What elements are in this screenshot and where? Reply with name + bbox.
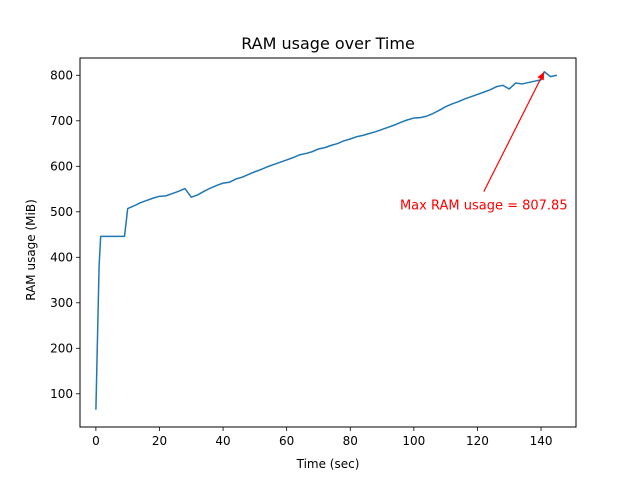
y-tick-label: 200 xyxy=(50,341,73,355)
y-tick-label: 300 xyxy=(50,296,73,310)
annotation-label: Max RAM usage = 807.85 xyxy=(400,199,568,214)
x-axis: 0 20 40 60 80 100 120 140 xyxy=(92,427,552,448)
max-annotation: Max RAM usage = 807.85 xyxy=(400,71,568,214)
x-tick-label: 0 xyxy=(92,434,100,448)
x-tick-label: 20 xyxy=(152,434,167,448)
x-tick-label: 100 xyxy=(402,434,425,448)
x-tick-label: 60 xyxy=(279,434,294,448)
chart-title: RAM usage over Time xyxy=(241,34,415,53)
plot-frame xyxy=(79,57,577,428)
x-tick-label: 140 xyxy=(530,434,553,448)
y-axis: 100 200 300 400 500 600 700 800 xyxy=(50,68,80,401)
y-tick-label: 500 xyxy=(50,205,73,219)
series-line-0 xyxy=(95,70,558,410)
x-tick-label: 40 xyxy=(215,434,230,448)
x-axis-label: Time (sec) xyxy=(296,457,360,471)
x-tick-label: 120 xyxy=(466,434,489,448)
y-tick-label: 600 xyxy=(50,159,73,173)
x-tick-label: 80 xyxy=(343,434,358,448)
plot-area xyxy=(95,70,558,410)
y-tick-label: 700 xyxy=(50,114,73,128)
y-tick-label: 400 xyxy=(50,250,73,264)
y-tick-label: 800 xyxy=(50,68,73,82)
annotation-arrow xyxy=(483,78,542,192)
y-tick-label: 100 xyxy=(50,387,73,401)
y-axis-label: RAM usage (MiB) xyxy=(24,199,38,301)
annotation-arrowhead xyxy=(537,71,545,81)
